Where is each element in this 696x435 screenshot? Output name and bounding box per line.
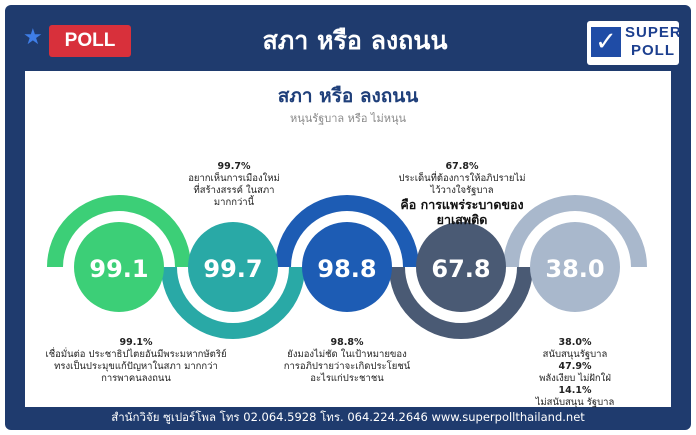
annotation-line: ไว้วางใจรัฐบาล bbox=[430, 185, 494, 196]
annotation-percent: 14.1% bbox=[558, 385, 592, 396]
annotation-line: ทรงเป็นประมุขแก้ปัญหาในสภา มากกว่า bbox=[54, 361, 218, 372]
circle-4 bbox=[416, 222, 506, 312]
annotation-highlight-line: ยาเสพติด bbox=[436, 212, 488, 227]
top-bar: ★ POLL สภา หรือ ลงถนน ✓ SUPER POLL bbox=[5, 5, 691, 69]
annotation-line: ที่สร้างสรรค์ ในสภา bbox=[193, 185, 275, 196]
annotation-line: ยังมองไม่ชัด ในเป้าหมายของ bbox=[287, 349, 407, 360]
content-area: สภา หรือ ลงถนน หนุนรัฐบาล หรือ ไม่หนุน 9… bbox=[25, 71, 671, 409]
content-subtitle: หนุนรัฐบาล หรือ ไม่หนุน bbox=[290, 112, 406, 125]
annotation-line: อยากเห็นการเมืองใหม่ bbox=[188, 173, 280, 184]
content-title: สภา หรือ ลงถนน bbox=[277, 85, 419, 107]
annotation-99-7: 99.7% อยากเห็นการเมืองใหม่ ที่สร้างสรรค์… bbox=[175, 161, 293, 209]
annotation-line: การอภิปรายว่าจะเกิดประโยชน์ bbox=[283, 361, 411, 372]
logo-text-poll: POLL bbox=[631, 42, 675, 59]
annotation-line: สนับสนุนรัฐบาล bbox=[542, 349, 608, 360]
super-poll-logo: ✓ SUPER POLL bbox=[587, 21, 682, 65]
annotation-line: มากกว่านี้ bbox=[213, 197, 255, 208]
circle-value-2: 99.7 bbox=[203, 255, 262, 283]
annotation-percent: 38.0% bbox=[558, 337, 592, 348]
arc-1 bbox=[47, 195, 191, 268]
annotation-line: ไม่สนับสนุน รัฐบาล bbox=[535, 397, 615, 408]
annotation-percent: 47.9% bbox=[558, 361, 592, 372]
circle-value-4: 67.8 bbox=[431, 255, 490, 283]
annotation-67-8: 67.8% ประเด็นที่ต้องการให้อภิปรายไม่ ไว้… bbox=[377, 161, 547, 227]
header-title: สภา หรือ ลงถนน bbox=[262, 26, 448, 55]
footer-contact: สำนักวิจัย ซูเปอร์โพล โทร 02.064.5928 โท… bbox=[111, 410, 585, 424]
poll-infographic: ★ POLL สภา หรือ ลงถนน ✓ SUPER POLL สภา ห… bbox=[5, 5, 691, 430]
circle-value-5: 38.0 bbox=[545, 255, 604, 283]
annotation-percent: 67.8% bbox=[445, 161, 479, 172]
annotation-highlight-line: คือ การแพร่ระบาดของ bbox=[400, 197, 524, 212]
annotation-line: อะไรแก่ประชาชน bbox=[310, 373, 384, 384]
logo-text-super: SUPER bbox=[625, 24, 682, 41]
annotation-percent: 99.1% bbox=[119, 337, 153, 348]
annotation-line: การพาคนลงถนน bbox=[101, 373, 171, 384]
circle-1 bbox=[74, 222, 164, 312]
star-icon: ★ bbox=[23, 25, 43, 50]
annotation-line: พลังเงียบ ไม่ฝักใฝ่ bbox=[539, 373, 611, 384]
arc-3 bbox=[275, 195, 419, 268]
annotation-38-0: 38.0% สนับสนุนรัฐบาล 47.9% พลังเงียบ ไม่… bbox=[515, 337, 635, 409]
circle-chain: 99.1 99.7 98.8 67.8 38.0 bbox=[47, 195, 647, 339]
circle-value-1: 99.1 bbox=[89, 255, 148, 283]
arc-4 bbox=[389, 266, 533, 339]
checkmark-icon: ✓ bbox=[591, 27, 621, 57]
arc-2 bbox=[161, 266, 305, 339]
arc-5 bbox=[503, 195, 647, 268]
circle-2 bbox=[188, 222, 278, 312]
annotation-line: เชื่อมั่นต่อ ประชาธิปไตยอันมีพระมหากษัตร… bbox=[45, 349, 227, 360]
circle-5 bbox=[530, 222, 620, 312]
circle-value-3: 98.8 bbox=[317, 255, 376, 283]
circle-3 bbox=[302, 222, 392, 312]
annotation-percent: 98.8% bbox=[330, 337, 364, 348]
annotation-98-8: 98.8% ยังมองไม่ชัด ในเป้าหมายของ การอภิป… bbox=[277, 337, 417, 385]
annotation-highlight: คือ การแพร่ระบาดของ ยาเสพติด bbox=[377, 197, 547, 227]
poll-badge: POLL bbox=[49, 25, 131, 57]
annotation-percent: 99.7% bbox=[217, 161, 251, 172]
annotation-line: ประเด็นที่ต้องการให้อภิปรายไม่ bbox=[398, 173, 526, 184]
annotation-99-1: 99.1% เชื่อมั่นต่อ ประชาธิปไตยอันมีพระมห… bbox=[31, 337, 241, 385]
